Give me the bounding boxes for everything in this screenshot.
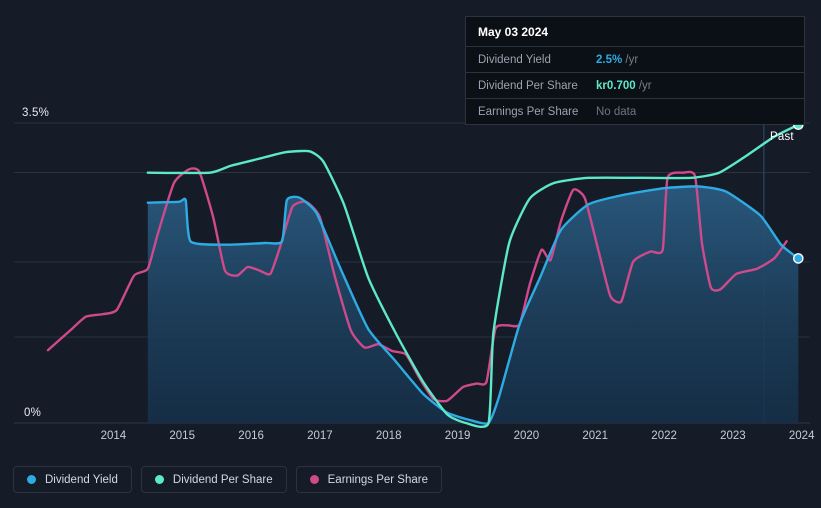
chart-svg <box>14 119 810 429</box>
legend-label: Dividend Yield <box>45 473 118 486</box>
y-axis-label-max: 3.5% <box>22 107 50 119</box>
chart-plot-area <box>14 119 810 429</box>
x-axis-label-2014: 2014 <box>100 430 127 442</box>
x-axis-label-2022: 2022 <box>651 430 677 442</box>
tooltip-number-dividend-yield: 2.5% <box>596 53 623 66</box>
x-axis-label-2024: 2024 <box>788 430 815 442</box>
x-axis-label-2023: 2023 <box>720 430 746 442</box>
tooltip-row-dividend-per-share: Dividend Per Share kr0.700 /yr <box>466 72 804 98</box>
tooltip-label-earnings-per-share: Earnings Per Share <box>478 105 579 118</box>
legend-item-earnings-per-share[interactable]: Earnings Per Share <box>295 466 442 493</box>
tooltip-date: May 03 2024 <box>478 25 549 39</box>
x-axis-label-2016: 2016 <box>238 430 264 442</box>
x-axis-label-2015: 2015 <box>169 430 195 442</box>
dividend-per-share-line <box>146 123 800 429</box>
legend-dot-icon <box>27 475 36 484</box>
tooltip-unit-dividend-per-share: /yr <box>638 79 652 92</box>
legend-label: Dividend Per Share <box>172 473 273 486</box>
x-axis-label-2021: 2021 <box>582 430 608 442</box>
legend-item-dividend-per-share[interactable]: Dividend Per Share <box>140 466 287 493</box>
tooltip-value-dividend-yield: 2.5% /yr <box>596 54 638 66</box>
x-axis-label-2020: 2020 <box>513 430 540 442</box>
legend-dot-icon <box>154 475 164 484</box>
chart-tooltip: May 03 2024 Dividend Yield 2.5% /yr Divi… <box>465 16 805 125</box>
earnings-per-share-line <box>46 167 788 403</box>
x-axis: 2014 2015 2016 2017 2018 2019 2020 2021 2022 2023… <box>0 430 821 452</box>
legend-label: Earnings Per Share <box>327 473 428 486</box>
y-axis-label-min: 0% <box>24 407 42 419</box>
x-axis-label-2019: 2019 <box>444 430 471 442</box>
past-period-label: Past <box>770 131 794 143</box>
tooltip-label-dividend-per-share: Dividend Per Share <box>478 79 578 92</box>
tooltip-label-dividend-yield: Dividend Yield <box>478 53 551 66</box>
tooltip-number-dividend-per-share: kr0.700 <box>596 79 636 92</box>
tooltip-unit-dividend-yield: /yr <box>625 53 639 66</box>
legend-dot-icon <box>309 475 319 484</box>
tooltip-value-dividend-per-share: kr0.700 /yr <box>596 80 652 92</box>
x-axis-label-2017: 2017 <box>307 430 333 442</box>
tooltip-row-earnings-per-share: Earnings Per Share No data <box>466 98 804 124</box>
tooltip-row-dividend-yield: Dividend Yield 2.5% /yr <box>466 46 804 72</box>
legend-item-dividend-yield[interactable]: Dividend Yield <box>13 466 132 493</box>
dividend-yield-area <box>147 186 799 424</box>
tooltip-value-earnings-per-share: No data <box>596 105 637 118</box>
chart-legend: Dividend Yield Dividend Per Share Earnings… <box>13 466 442 493</box>
x-axis-label-2018: 2018 <box>375 430 402 442</box>
dividend-yield-endpoint <box>792 253 804 264</box>
